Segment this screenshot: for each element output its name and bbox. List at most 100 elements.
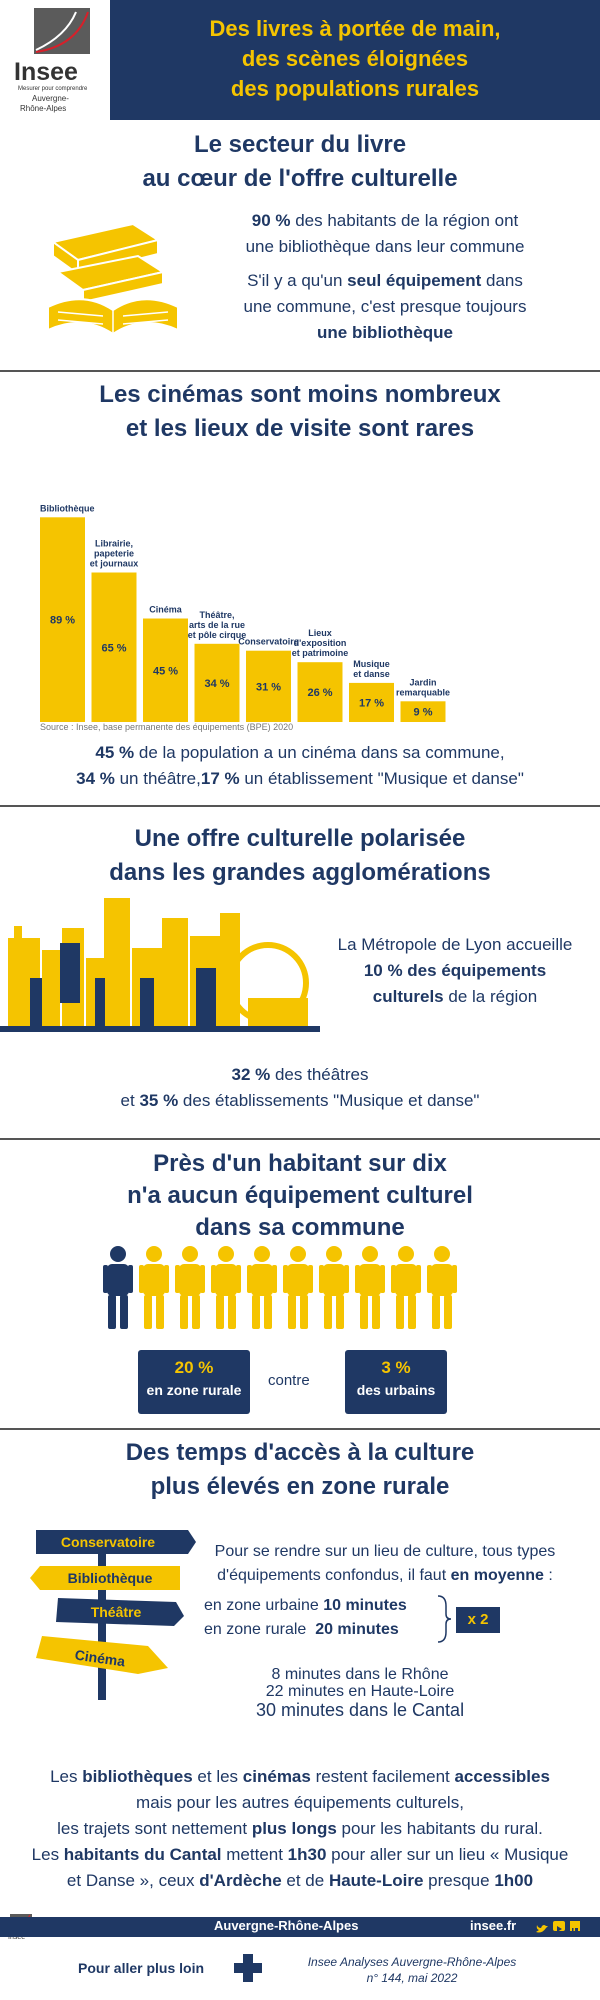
bar-value-2: 45 % bbox=[153, 665, 178, 677]
stat-90-text-b: une bibliothèque dans leur commune bbox=[245, 237, 525, 256]
bar-0 bbox=[40, 517, 85, 722]
c1a: Les bbox=[50, 1767, 83, 1786]
access-times: en zone urbaine 10 minutes en zone rural… bbox=[204, 1594, 444, 1642]
bar-value-4: 31 % bbox=[256, 681, 281, 693]
access-intro-2b: : bbox=[543, 1567, 553, 1584]
page-title: Des livres à portée de main, des scènes … bbox=[110, 14, 600, 104]
bar-category-7-line-0: Jardin bbox=[409, 677, 436, 687]
bar-category-6-line-1: et danse bbox=[353, 669, 390, 679]
access-intro-2a: d'équipements confondus, il faut bbox=[217, 1567, 451, 1584]
person-highlight-icon bbox=[103, 1246, 133, 1329]
c5c: et de bbox=[281, 1871, 329, 1890]
section4-title-3: dans sa commune bbox=[195, 1214, 405, 1241]
section2-title: Les cinémas sont moins nombreux et les l… bbox=[0, 378, 600, 446]
theatres-pct: 32 % bbox=[231, 1065, 271, 1084]
bar-category-1-line-2: et journaux bbox=[90, 559, 139, 569]
c5b: d'Ardèche bbox=[199, 1871, 282, 1890]
cinema-pct: 45 % bbox=[95, 743, 135, 762]
bar-value-5: 26 % bbox=[307, 687, 332, 699]
insee-logo: Insee Mesurer pour comprendre Auvergne- … bbox=[6, 6, 102, 114]
rural-stat-box: 20 % en zone rurale bbox=[138, 1350, 250, 1414]
dept-rhone: 8 minutes dans le Rhône bbox=[271, 1666, 449, 1683]
publication-ref[interactable]: Insee Analyses Auvergne-Rhône-Alpes n° 1… bbox=[282, 1954, 542, 1986]
c3b: plus longs bbox=[251, 1819, 337, 1838]
section4-title-1: Près d'un habitant sur dix bbox=[153, 1150, 447, 1177]
note-b: dans bbox=[481, 271, 523, 290]
bar-category-3-line-0: Théâtre, bbox=[199, 610, 234, 620]
person-icon bbox=[283, 1246, 313, 1329]
bar-3 bbox=[194, 643, 240, 722]
title-line-2: des scènes éloignées bbox=[241, 46, 469, 71]
dept-cantal: 30 minutes dans le Cantal bbox=[255, 1700, 465, 1720]
separator-3 bbox=[0, 1138, 600, 1140]
signpost-icon bbox=[30, 1530, 196, 1674]
bar-category-3-line-1: arts de la rue bbox=[189, 620, 245, 630]
bar-value-6: 17 % bbox=[359, 697, 384, 709]
section4-title-2: n'a aucun équipement culturel bbox=[127, 1182, 473, 1209]
bar-1 bbox=[91, 572, 137, 722]
c4e: pour aller sur un lieu « Musique bbox=[326, 1845, 569, 1864]
footer-region: Auvergne-Rhône-Alpes bbox=[214, 1918, 359, 1933]
insee-logo-mark bbox=[34, 8, 90, 54]
dept-haute-loire: 22 minutes en Haute-Loire bbox=[265, 1683, 455, 1700]
multiplier-badge: x 2 bbox=[456, 1607, 500, 1633]
theatre-text: un théâtre, bbox=[114, 769, 201, 788]
versus-text: contre bbox=[268, 1372, 310, 1389]
stat-90-text-a: des habitants de la région ont bbox=[290, 211, 519, 230]
title-line-1: Des livres à portée de main, bbox=[209, 16, 501, 41]
note-a: S'il y a qu'un bbox=[247, 271, 348, 290]
bar-category-4-line-0: Conservatoire bbox=[238, 637, 299, 647]
person-icon bbox=[247, 1246, 277, 1329]
plus-icon bbox=[234, 1954, 262, 1982]
c5f: 1h00 bbox=[494, 1871, 534, 1890]
stat-90-pct: 90 % bbox=[251, 211, 291, 230]
person-icon bbox=[355, 1246, 385, 1329]
urban-time: 10 minutes bbox=[323, 1597, 407, 1614]
separator-1 bbox=[0, 370, 600, 372]
person-icon bbox=[427, 1246, 457, 1329]
bar-category-0-line-0: Bibliothèque bbox=[40, 503, 95, 513]
logo-name: Insee bbox=[14, 58, 78, 86]
footer-site-link[interactable]: insee.fr bbox=[470, 1918, 517, 1933]
footer-band bbox=[0, 1917, 600, 1937]
bar-category-5-line-1: d'exposition bbox=[294, 638, 347, 648]
books-icon bbox=[47, 222, 179, 336]
c1b: bibliothèques bbox=[82, 1767, 193, 1786]
theatres-text: des théâtres bbox=[270, 1065, 369, 1084]
logo-region-1: Auvergne- bbox=[32, 94, 69, 103]
bar-value-3: 34 % bbox=[204, 678, 229, 690]
twitter-icon[interactable] bbox=[536, 1921, 548, 1933]
note-c: une commune, c'est presque toujours bbox=[243, 297, 527, 316]
section1-title-1: Le secteur du livre bbox=[193, 131, 407, 158]
city-skyline-icon bbox=[0, 898, 320, 1032]
rural-value: 20 % bbox=[174, 1358, 214, 1377]
linkedin-icon[interactable] bbox=[570, 1921, 580, 1932]
separator-2 bbox=[0, 805, 600, 807]
publication-title: Insee Analyses Auvergne-Rhône-Alpes bbox=[307, 1955, 517, 1969]
access-intro: Pour se rendre sur un lieu de culture, t… bbox=[180, 1540, 590, 1588]
c1e: restent facilement bbox=[310, 1767, 455, 1786]
c1d: cinémas bbox=[242, 1767, 311, 1786]
bar-4 bbox=[246, 650, 291, 722]
youtube-icon[interactable] bbox=[553, 1921, 565, 1932]
section3-title-1: Une offre culturelle polarisée bbox=[134, 825, 466, 852]
rural-time-label: en zone rurale bbox=[204, 1621, 316, 1638]
bar-category-7-line-1: remarquable bbox=[396, 687, 450, 697]
bar-value-1: 65 % bbox=[101, 642, 126, 654]
bar-value-0: 89 % bbox=[50, 615, 75, 627]
note-bold2: une bibliothèque bbox=[317, 323, 453, 342]
c2: mais pour les autres équipements culture… bbox=[136, 1793, 464, 1812]
bar-category-5-line-0: Lieux bbox=[308, 628, 332, 638]
bar-category-2-line-0: Cinéma bbox=[149, 605, 183, 615]
c5a: et Danse », ceux bbox=[66, 1871, 200, 1890]
theatre-pct: 34 % bbox=[76, 769, 115, 788]
sign-bibliotheque: Bibliothèque bbox=[67, 1570, 153, 1586]
brace-icon bbox=[437, 1595, 452, 1643]
section5-title: Des temps d'accès à la culture plus élev… bbox=[0, 1436, 600, 1504]
more-info-label[interactable]: Pour aller plus loin bbox=[78, 1960, 205, 1976]
c1c: et les bbox=[192, 1767, 243, 1786]
music-establishments-pct: 35 % bbox=[139, 1091, 179, 1110]
note-bold: seul équipement bbox=[347, 271, 482, 290]
section3-title: Une offre culturelle polarisée dans les … bbox=[0, 822, 600, 890]
c1f: accessibles bbox=[454, 1767, 550, 1786]
